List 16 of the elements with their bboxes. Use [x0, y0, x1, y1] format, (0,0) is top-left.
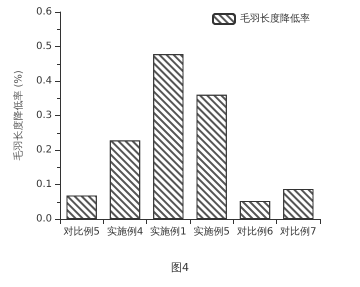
x-tick-label: 实施例5 [193, 226, 230, 238]
x-tick-label: 实施例4 [106, 226, 144, 238]
y-tick-label: 0.3 [36, 110, 52, 121]
legend-label: 毛羽长度降低率 [240, 12, 310, 24]
x-tick-label: 实施例1 [150, 226, 187, 238]
caption: 图4 [171, 261, 189, 274]
y-tick-label: 0.4 [36, 76, 52, 86]
y-tick-label: 0.5 [36, 41, 52, 52]
y-tick-label: 0.2 [36, 144, 52, 156]
x-tick-label: 对比例6 [236, 226, 274, 238]
y-tick-label: 0.6 [36, 6, 52, 18]
y-tick-label: 0.0 [36, 214, 52, 224]
y-axis-title: 毛羽长度降低率 (%) [12, 70, 24, 161]
x-tick-label: 对比例7 [280, 226, 317, 238]
x-tick-label: 对比例5 [63, 226, 100, 238]
y-tick-label: 0.1 [36, 179, 52, 190]
